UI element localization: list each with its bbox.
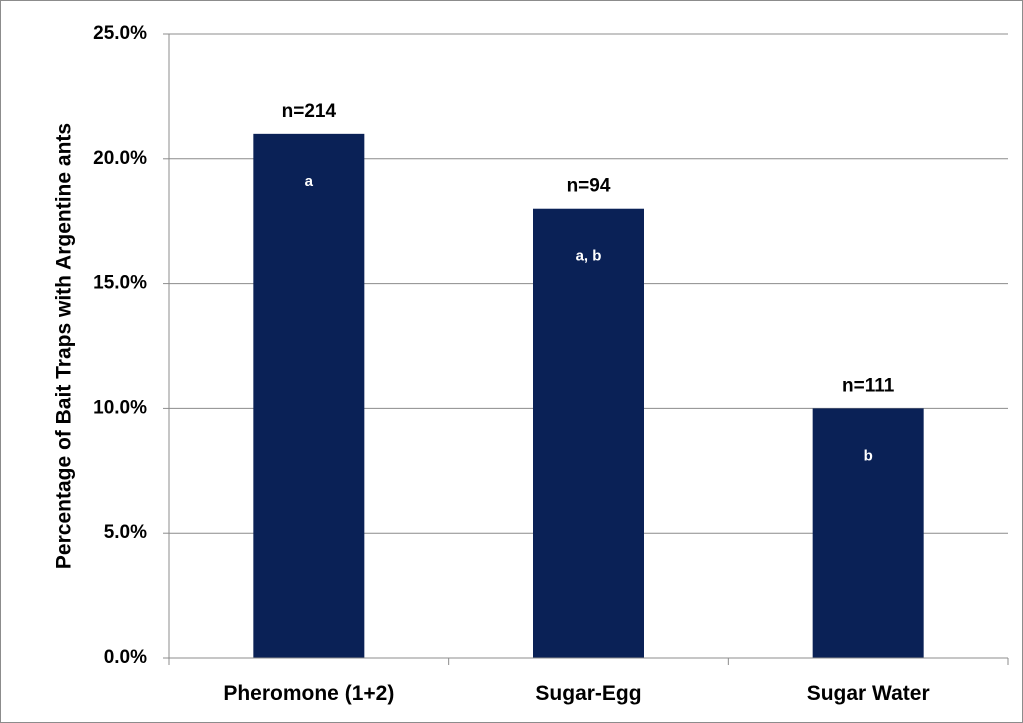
significance-label: b <box>864 447 873 464</box>
sample-size-label: n=214 <box>282 101 337 122</box>
y-tick-label: 10.0% <box>93 397 147 418</box>
y-tick-label: 5.0% <box>104 522 147 543</box>
y-tick-label: 25.0% <box>93 23 147 44</box>
significance-label: a, b <box>576 248 602 265</box>
sample-size-label: n=111 <box>842 375 895 396</box>
bar <box>813 408 924 658</box>
x-tick-label: Sugar Water <box>807 682 930 705</box>
sample-size-label: n=94 <box>567 176 611 197</box>
x-tick-label: Sugar-Egg <box>535 682 641 705</box>
significance-label: a <box>305 173 314 190</box>
bar <box>253 134 364 658</box>
x-tick-label: Pheromone (1+2) <box>223 682 394 705</box>
y-tick-labels: 0.0% 5.0% 10.0% 15.0% 20.0% 25.0% <box>93 23 147 668</box>
x-tick-labels: Pheromone (1+2) Sugar-Egg Sugar Water <box>223 682 929 705</box>
y-tick-label: 0.0% <box>104 647 147 668</box>
bar <box>533 209 644 658</box>
y-tick-label: 20.0% <box>93 148 147 169</box>
bars <box>253 134 923 658</box>
y-tick-label: 15.0% <box>93 273 147 294</box>
y-axis-title: Percentage of Bait Traps with Argentine … <box>53 123 76 569</box>
